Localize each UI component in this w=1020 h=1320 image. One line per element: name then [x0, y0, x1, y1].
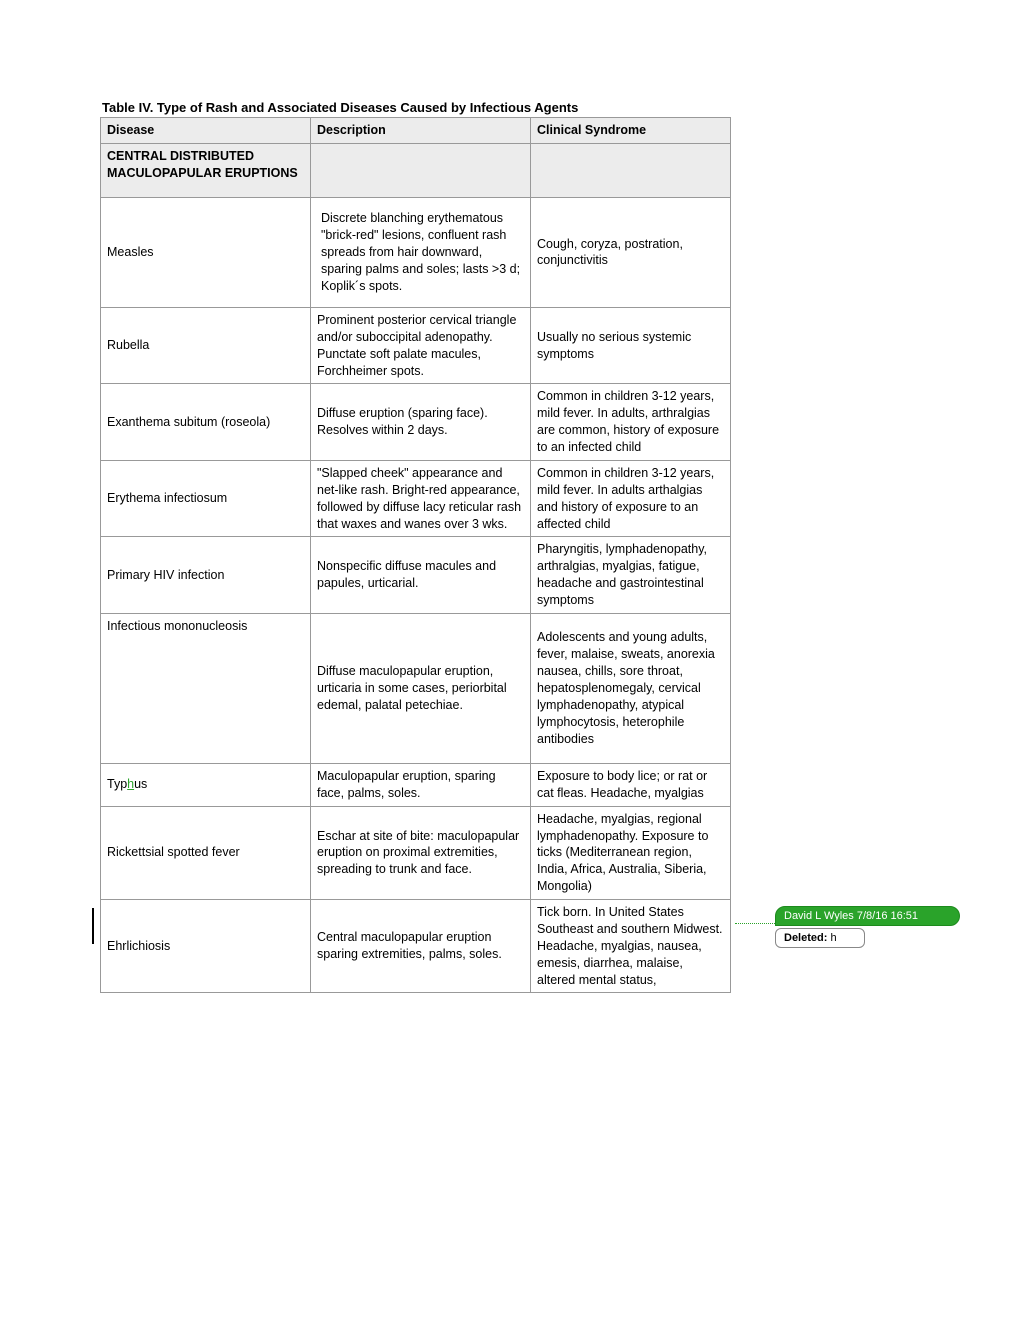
- disease-cell: Rubella: [101, 307, 311, 384]
- clin-cell: Common in children 3-12 years, mild feve…: [531, 384, 731, 461]
- section-row: CENTRAL DISTRIBUTED MACULOPAPULAR ERUPTI…: [101, 143, 731, 197]
- section-empty: [531, 143, 731, 197]
- deleted-label: Deleted:: [784, 932, 827, 944]
- desc-cell: Discrete blanching erythematous "brick-r…: [311, 197, 531, 307]
- clin-cell: Pharyngitis, lymphadenopathy, arthralgia…: [531, 537, 731, 614]
- disease-cell: Rickettsial spotted fever: [101, 806, 311, 899]
- disease-cell-tracked: Typhus: [101, 763, 311, 806]
- table-row: Ehrlichiosis Central maculopapular erupt…: [101, 900, 731, 993]
- disease-cell: Exanthema subitum (roseola): [101, 384, 311, 461]
- table-row-tracked: Typhus Maculopapular eruption, sparing f…: [101, 763, 731, 806]
- desc-cell: Diffuse eruption (sparing face). Resolve…: [311, 384, 531, 461]
- clin-cell: Cough, coryza, postration, conjunctiviti…: [531, 197, 731, 307]
- desc-cell: Diffuse maculopapular eruption, urticari…: [311, 613, 531, 763]
- desc-cell: "Slapped cheek" appearance and net-like …: [311, 460, 531, 537]
- table-row: Erythema infectiosum "Slapped cheek" app…: [101, 460, 731, 537]
- comment-author[interactable]: David L Wyles 7/8/16 16:51: [775, 906, 960, 926]
- comment-connector: [735, 923, 775, 924]
- clin-cell: Common in children 3-12 years, mild feve…: [531, 460, 731, 537]
- table-header-row: Disease Description Clinical Syndrome: [101, 118, 731, 144]
- table-row: Primary HIV infection Nonspecific diffus…: [101, 537, 731, 614]
- header-description: Description: [311, 118, 531, 144]
- desc-cell: Eschar at site of bite: maculopapular er…: [311, 806, 531, 899]
- disease-cell: Ehrlichiosis: [101, 900, 311, 993]
- deleted-text: h: [827, 932, 836, 944]
- disease-cell: Infectious mononucleosis: [101, 613, 311, 763]
- table-title: Table IV. Type of Rash and Associated Di…: [100, 100, 740, 115]
- table-row: Exanthema subitum (roseola) Diffuse erup…: [101, 384, 731, 461]
- table-row: Rickettsial spotted fever Eschar at site…: [101, 806, 731, 899]
- clin-cell: Usually no serious systemic symptoms: [531, 307, 731, 384]
- clin-cell: Exposure to body lice; or rat or cat fle…: [531, 763, 731, 806]
- clin-cell: Headache, myalgias, regional lymphadenop…: [531, 806, 731, 899]
- typhus-post: us: [134, 777, 147, 791]
- section-empty: [311, 143, 531, 197]
- desc-cell: Central maculopapular eruption sparing e…: [311, 900, 531, 993]
- section-label: CENTRAL DISTRIBUTED MACULOPAPULAR ERUPTI…: [101, 143, 311, 197]
- table-row: Rubella Prominent posterior cervical tri…: [101, 307, 731, 384]
- disease-cell: Measles: [101, 197, 311, 307]
- disease-cell: Primary HIV infection: [101, 537, 311, 614]
- table-row: Infectious mononucleosis Diffuse maculop…: [101, 613, 731, 763]
- clin-cell: Tick born. In United States Southeast an…: [531, 900, 731, 993]
- desc-cell: Prominent posterior cervical triangle an…: [311, 307, 531, 384]
- table-row: Measles Discrete blanching erythematous …: [101, 197, 731, 307]
- rash-table: Disease Description Clinical Syndrome CE…: [100, 117, 731, 993]
- desc-cell: Maculopapular eruption, sparing face, pa…: [311, 763, 531, 806]
- desc-cell: Nonspecific diffuse macules and papules,…: [311, 537, 531, 614]
- header-clinical: Clinical Syndrome: [531, 118, 731, 144]
- typhus-pre: Typ: [107, 777, 127, 791]
- comment-deleted[interactable]: Deleted: h: [775, 928, 865, 948]
- disease-cell: Erythema infectiosum: [101, 460, 311, 537]
- header-disease: Disease: [101, 118, 311, 144]
- change-bar: [92, 908, 94, 944]
- comment-group: David L Wyles 7/8/16 16:51 Deleted: h: [775, 906, 960, 948]
- clin-cell: Adolescents and young adults, fever, mal…: [531, 613, 731, 763]
